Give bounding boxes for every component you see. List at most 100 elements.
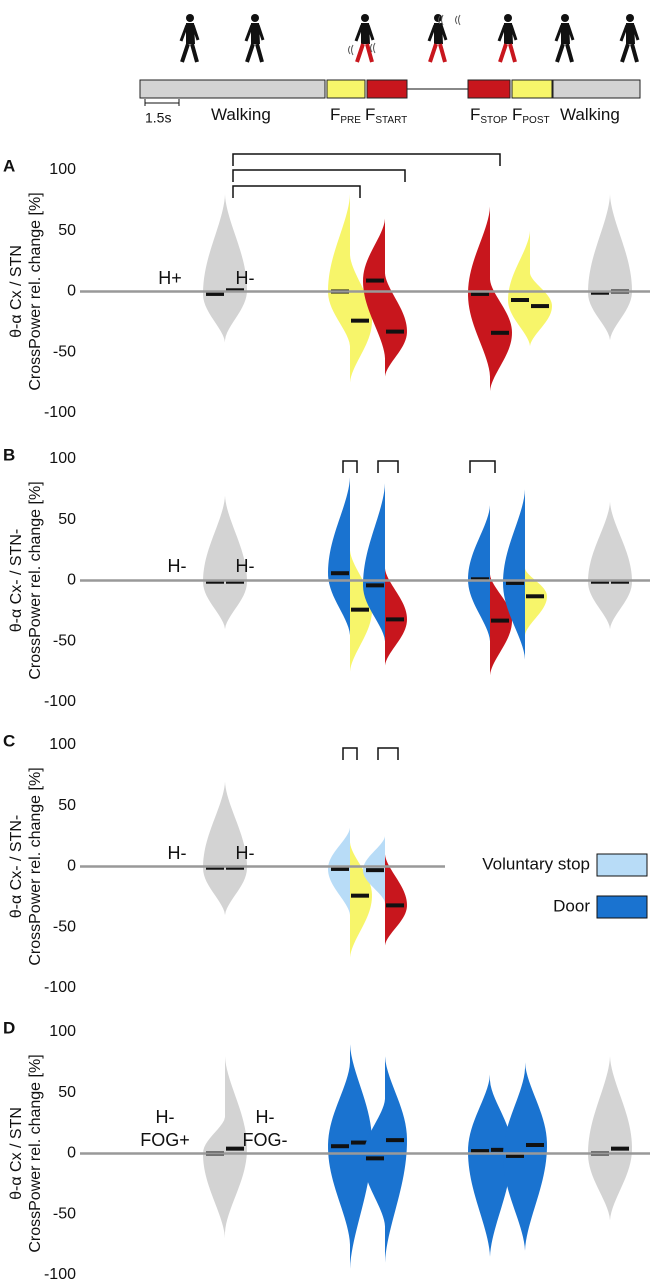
median-bar: [471, 291, 489, 296]
panel-label: A: [3, 156, 15, 175]
y-tick-label: 100: [49, 1023, 76, 1040]
y-axis-label: CrossPower rel. change [%]: [27, 1054, 44, 1252]
y-tick-label: -100: [44, 404, 76, 421]
y-tick-label: -50: [53, 918, 76, 935]
tremor-mark: [438, 14, 444, 26]
half-violin: [588, 1056, 610, 1221]
half-violin: [525, 568, 547, 636]
walker-icon: [497, 14, 518, 63]
y-tick-label: 100: [49, 450, 76, 467]
head: [626, 14, 634, 22]
y-tick-label: 0: [67, 1145, 76, 1162]
timeline-segment: [552, 79, 641, 99]
half-violin: [525, 1062, 547, 1251]
significance-bracket: [232, 185, 361, 198]
phase-main: F: [330, 105, 340, 124]
walker-icon: [427, 14, 448, 63]
phase-sub: START: [375, 115, 407, 126]
half-violin: [203, 781, 225, 916]
half-violin: [490, 574, 512, 676]
significance-bracket: [377, 747, 399, 760]
y-tick-label: 0: [67, 572, 76, 589]
timeline-segment: [366, 79, 408, 99]
group-label: H-: [236, 556, 255, 576]
head: [434, 14, 442, 22]
head: [504, 14, 512, 22]
legs: [355, 43, 374, 63]
median-bar: [206, 291, 224, 296]
phase-main: F: [365, 105, 375, 124]
y-axis-label: CrossPower rel. change [%]: [27, 481, 44, 679]
median-bar: [386, 617, 404, 622]
half-violin: [610, 194, 632, 341]
median-bar: [526, 1142, 544, 1147]
median-bar: [351, 893, 369, 898]
arm: [619, 24, 640, 42]
median-bar: [386, 1138, 404, 1143]
y-tick-label: 50: [58, 797, 76, 814]
significance-bracket: [377, 460, 399, 473]
half-violin: [490, 279, 512, 392]
half-violin: [363, 218, 385, 359]
median-bar: [351, 318, 369, 323]
median-bar: [526, 594, 544, 599]
median-bar: [386, 903, 404, 908]
significance-bracket: [232, 153, 501, 166]
median-bar: [611, 1146, 629, 1151]
half-violin: [508, 230, 530, 347]
half-violin: [203, 1117, 225, 1239]
timeline-segment: [139, 79, 326, 99]
phase-label: FSTART: [365, 105, 407, 125]
half-violin: [490, 1080, 512, 1257]
phase-main: F: [470, 105, 480, 124]
y-tick-label: -100: [44, 693, 76, 710]
y-tick-label: -100: [44, 1266, 76, 1281]
median-bar: [506, 580, 524, 585]
half-violin: [225, 495, 247, 630]
half-violin: [203, 194, 225, 343]
group-label: H-: [256, 1107, 275, 1127]
phase-main: Walking: [211, 105, 271, 124]
legs: [620, 43, 639, 63]
group-label: H-: [236, 268, 255, 288]
half-violin: [363, 483, 385, 642]
half-violin: [588, 501, 610, 630]
half-violin: [468, 505, 490, 642]
y-axis-label: θ-α Cx / STN: [8, 245, 25, 338]
y-tick-label: 100: [49, 161, 76, 178]
median-bar: [366, 1156, 384, 1161]
half-violin: [385, 854, 407, 946]
half-violin: [588, 194, 610, 341]
legs: [245, 43, 264, 63]
panel-label: B: [3, 445, 15, 464]
timeline-segment: [511, 79, 553, 99]
significance-bracket: [342, 460, 358, 473]
median-bar: [331, 1144, 349, 1149]
median-bar: [386, 329, 404, 334]
significance-bracket: [342, 747, 358, 760]
phase-label: Walking: [211, 105, 271, 124]
median-bar: [506, 1153, 524, 1158]
walker-icon: [179, 14, 200, 63]
half-violin: [225, 194, 247, 341]
group-label: H+: [158, 268, 182, 288]
y-axis-label: CrossPower rel. change [%]: [27, 192, 44, 390]
y-tick-label: -100: [44, 979, 76, 996]
phase-main: F: [512, 105, 522, 124]
y-axis-label: θ-α Cx- / STN-: [8, 815, 25, 918]
legs: [428, 43, 447, 63]
y-tick-label: 100: [49, 736, 76, 753]
arm: [244, 24, 265, 42]
phase-sub: STOP: [480, 115, 507, 126]
y-tick-label: 50: [58, 511, 76, 528]
head: [561, 14, 569, 22]
legend-label: Voluntary stop: [482, 854, 590, 873]
median-bar: [351, 1140, 369, 1145]
half-violin: [503, 489, 525, 660]
median-bar: [351, 607, 369, 612]
median-bar: [531, 304, 549, 309]
median-bar: [471, 1149, 489, 1154]
tremor-mark: [348, 44, 354, 56]
half-violin: [328, 827, 350, 916]
